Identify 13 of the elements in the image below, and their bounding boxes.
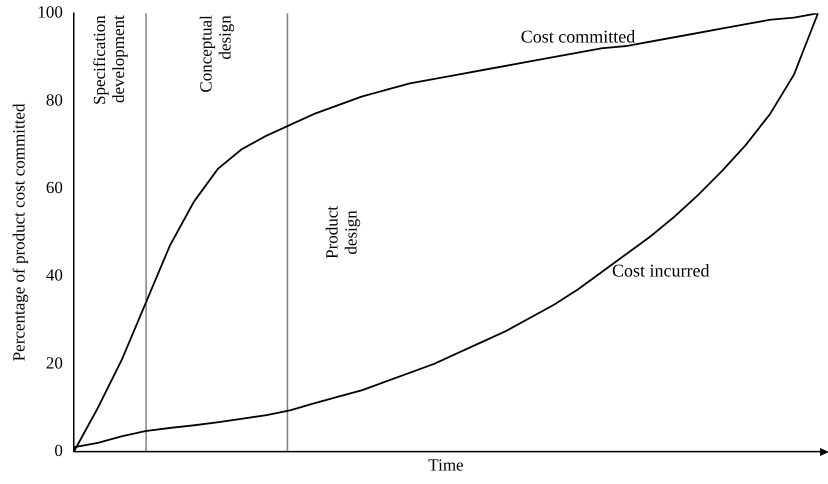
y-tick-label: 20 <box>46 353 63 372</box>
y-tick-label: 60 <box>46 178 63 198</box>
y-axis-title: Percentage of product cost committed <box>10 103 29 362</box>
y-tick-label: 40 <box>46 266 63 285</box>
annotation: Specification development <box>90 14 128 105</box>
y-tick-label: 100 <box>37 2 63 22</box>
series-label: Cost incurred <box>612 260 710 281</box>
annotation: Conceptual design <box>196 14 235 93</box>
annotation: Product design <box>322 206 360 259</box>
series-label: Cost committed <box>520 26 636 46</box>
y-tick-label: 0 <box>54 441 63 460</box>
x-axis-title: Time <box>428 455 464 474</box>
y-tick-label: 80 <box>46 90 63 110</box>
